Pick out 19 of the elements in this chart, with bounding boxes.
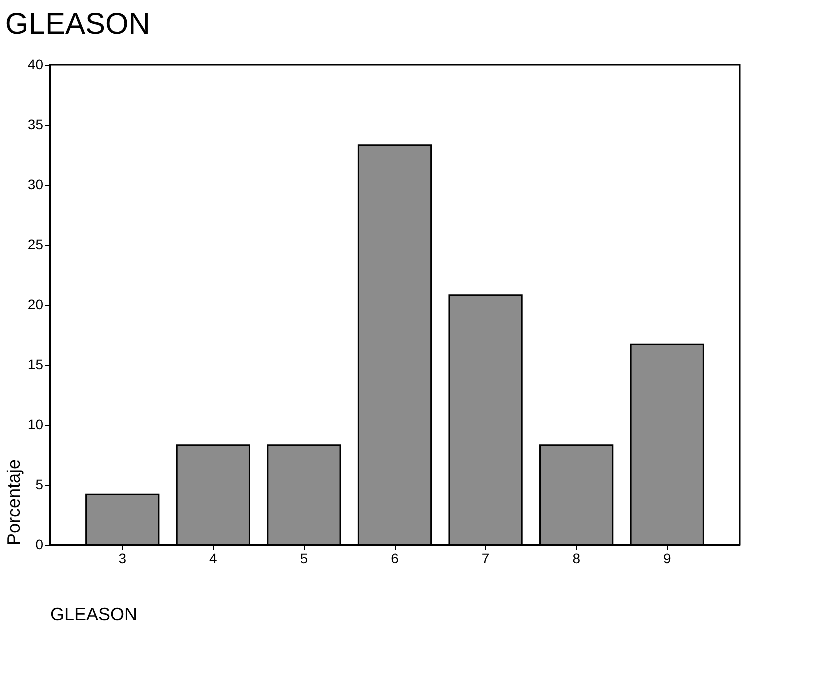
y-tick-label: 30 [28,176,44,192]
x-tick-label: 3 [118,550,127,566]
y-tick-label: 10 [28,416,44,432]
y-tick-label: 5 [36,476,44,492]
y-tick-label: 25 [28,236,44,252]
x-tick-label: 8 [572,550,581,566]
y-tick-label: 35 [28,116,44,132]
y-tick-label: 15 [28,356,44,372]
y-tick-label: 20 [28,296,44,312]
x-axis-title: GLEASON [50,604,138,624]
y-tick-label: 0 [36,536,44,552]
y-tick-label: 40 [28,56,44,72]
x-tick-label: 5 [300,550,308,566]
chart-title: GLEASON [5,8,150,41]
x-tick-label: 4 [210,550,218,566]
x-tick-label: 6 [391,550,400,566]
x-tick-label: 9 [663,550,672,566]
x-tick-label: 7 [482,550,490,566]
y-axis-title: Porcentaje [4,459,24,546]
